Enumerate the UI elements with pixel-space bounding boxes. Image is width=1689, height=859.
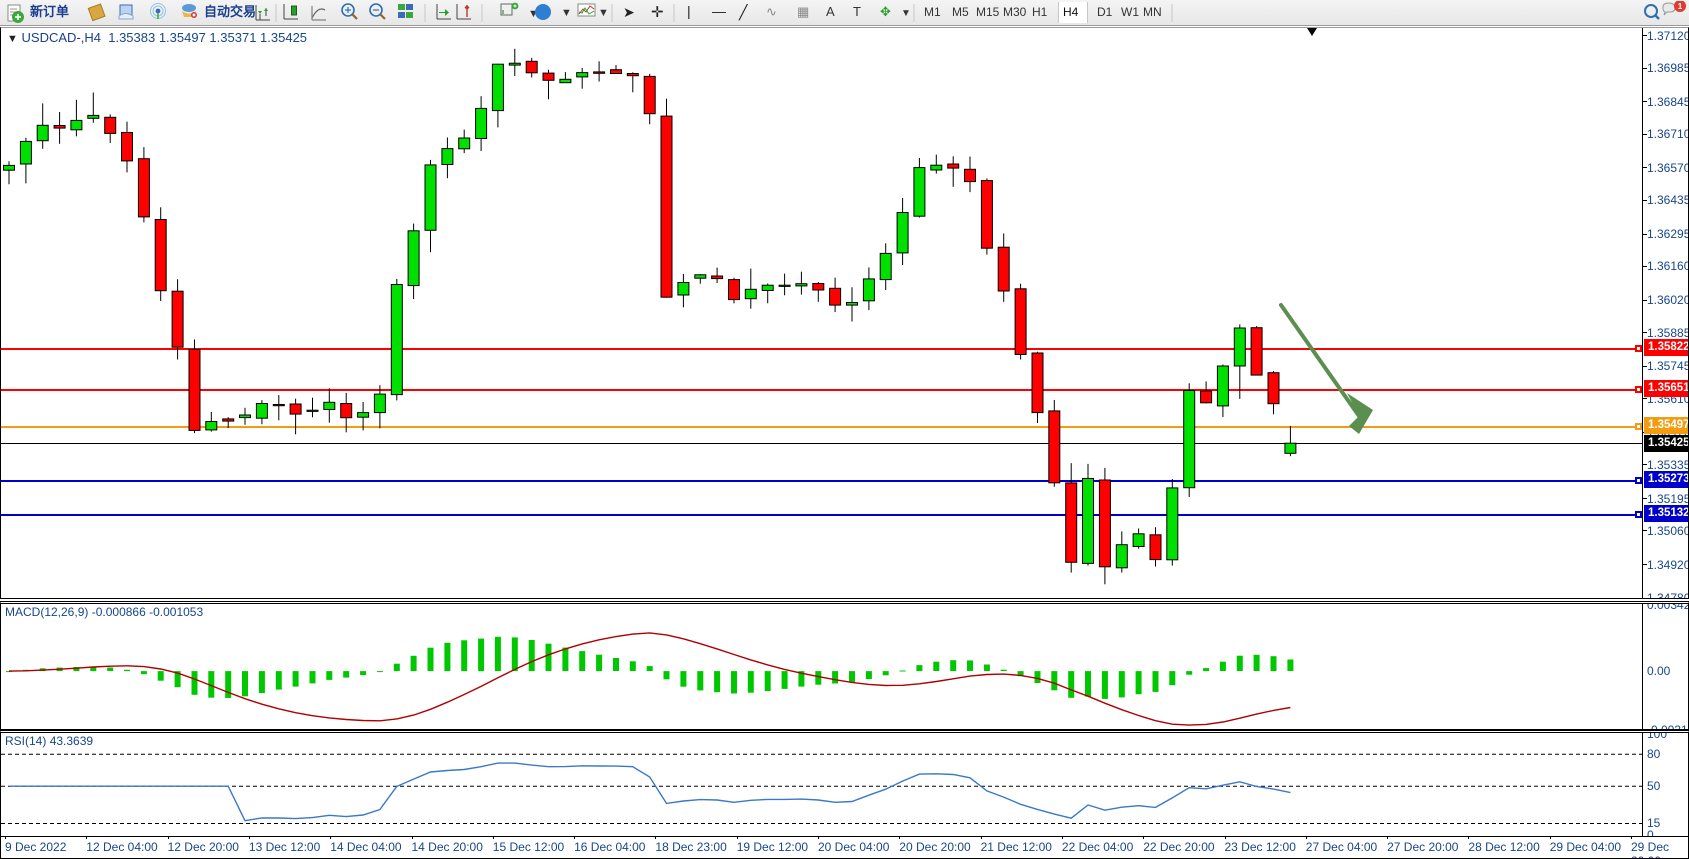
- svg-text:H4: H4: [1063, 5, 1079, 19]
- svg-text:D1: D1: [1097, 5, 1113, 19]
- svg-text:W1: W1: [1121, 5, 1139, 19]
- svg-text:1: 1: [1678, 2, 1683, 11]
- svg-text:MN: MN: [1143, 5, 1162, 19]
